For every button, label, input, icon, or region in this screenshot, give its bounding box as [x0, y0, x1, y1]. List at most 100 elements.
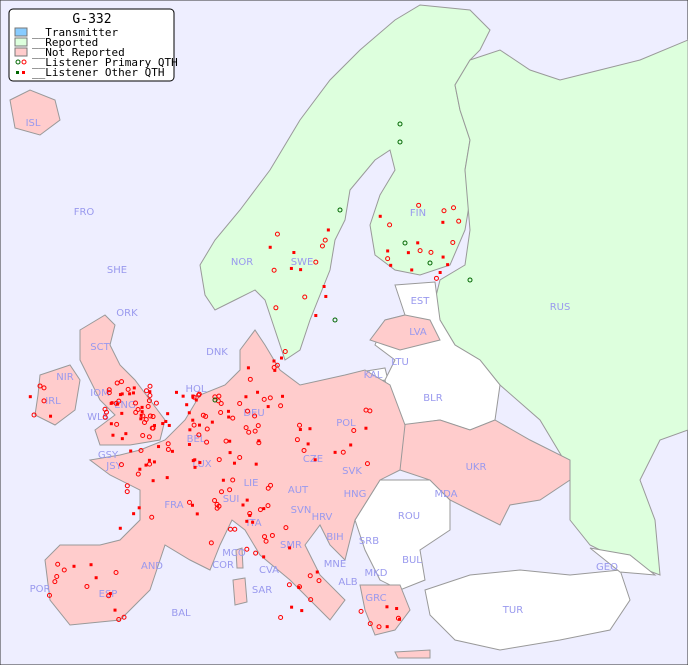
listener-primary-marker	[230, 477, 236, 483]
listener-other-marker	[198, 461, 202, 465]
legend-title: G-332	[72, 12, 111, 27]
listener-primary-marker	[84, 583, 90, 589]
country-label-ltu: LTU	[391, 357, 409, 368]
listener-other-marker	[148, 390, 152, 394]
country-label-iom: IOM	[90, 388, 109, 399]
country-label-isl: ISL	[26, 118, 41, 129]
country-label-sct: SCT	[90, 342, 110, 353]
legend-primary-green-icon	[15, 59, 21, 65]
listener-primary-marker	[41, 385, 47, 391]
listener-primary-marker	[451, 205, 457, 211]
listener-primary-marker	[145, 403, 151, 409]
listener-other-marker	[144, 463, 148, 467]
legend-label-not-reported: __Not Reported	[32, 46, 125, 59]
listener-primary-marker	[113, 570, 119, 576]
listener-other-marker	[416, 241, 420, 245]
listener-primary-marker	[274, 231, 280, 237]
listener-primary-marker	[255, 423, 261, 429]
country-label-bih: BIH	[326, 532, 343, 543]
listener-other-marker	[299, 268, 303, 272]
listener-primary-marker	[271, 365, 277, 371]
listener-primary-marker	[218, 400, 224, 406]
listener-primary-marker	[114, 421, 120, 427]
country-label-cva: CVA	[259, 565, 279, 576]
listener-primary-marker-green	[402, 240, 408, 246]
listener-other-marker	[140, 405, 144, 409]
listener-primary-marker	[322, 237, 328, 243]
listener-primary-marker	[200, 412, 206, 418]
listener-other-marker	[389, 263, 393, 267]
listener-other-marker	[137, 506, 141, 510]
legend-label-reported: __Reported	[32, 36, 98, 49]
listener-primary-marker	[271, 267, 277, 273]
listener-other-marker	[190, 503, 194, 507]
legend-label-transmitter: __Transmitter	[32, 26, 118, 39]
listener-primary-marker	[196, 392, 202, 398]
listener-primary-marker	[387, 222, 393, 228]
country-label-wls: WLS	[87, 412, 109, 423]
listener-primary-marker	[147, 392, 153, 398]
listener-primary-marker	[268, 482, 274, 488]
listener-primary-marker	[274, 362, 280, 368]
country-label-cor: COR	[212, 560, 234, 571]
listener-primary-marker	[428, 249, 434, 255]
listener-primary-marker	[385, 256, 391, 262]
listener-primary-marker	[106, 390, 112, 396]
region-latvia	[369, 314, 441, 351]
listener-other-marker	[281, 394, 285, 398]
listener-primary-marker-green	[212, 397, 218, 403]
listener-other-marker	[49, 414, 53, 418]
listener-primary-marker	[364, 461, 370, 467]
listener-other-marker	[170, 449, 174, 453]
listener-primary-marker	[54, 574, 60, 580]
listener-other-marker	[120, 411, 124, 415]
listener-primary-marker	[121, 614, 127, 620]
listener-other-marker	[197, 423, 201, 427]
listener-other-marker	[165, 476, 169, 480]
listener-other-marker	[241, 503, 245, 507]
listener-other-marker	[272, 359, 276, 363]
country-label-bel: BEL	[187, 434, 206, 445]
listener-primary-marker	[218, 409, 224, 415]
country-label-swe: SWE	[291, 257, 314, 268]
listener-other-marker	[89, 563, 93, 567]
listener-primary-marker	[135, 406, 141, 412]
listener-primary-marker	[138, 448, 144, 454]
listener-other-marker	[113, 608, 117, 612]
listener-other-marker	[228, 439, 232, 443]
listener-other-marker	[256, 390, 260, 394]
listener-primary-marker	[106, 387, 112, 393]
listener-other-marker	[254, 462, 258, 466]
listener-primary-marker	[165, 446, 171, 452]
country-label-deu: DEU	[243, 408, 264, 419]
country-label-rou: ROU	[398, 511, 420, 522]
listener-other-marker	[313, 458, 317, 462]
listener-other-marker	[166, 412, 170, 416]
listener-other-marker	[398, 617, 402, 621]
listener-other-marker	[290, 605, 294, 609]
listener-primary-marker	[450, 239, 456, 245]
listener-primary-marker	[216, 457, 222, 463]
listener-primary-marker	[116, 398, 122, 404]
listener-other-marker	[120, 392, 124, 396]
listener-primary-marker	[146, 434, 152, 440]
listener-primary-marker	[147, 383, 153, 389]
listener-other-marker	[262, 507, 266, 511]
listener-other-marker	[188, 428, 192, 432]
listener-other-marker	[298, 428, 302, 432]
listener-primary-marker	[147, 461, 153, 467]
listener-other-marker	[118, 526, 122, 530]
listener-primary-marker	[114, 380, 120, 386]
listener-other-marker	[438, 271, 442, 275]
listener-other-marker	[378, 214, 382, 218]
listener-primary-marker-green	[332, 317, 338, 323]
country-label-mco: MCO	[222, 548, 246, 559]
legend-other-green-icon	[16, 71, 19, 74]
region-corsica	[235, 547, 244, 569]
listener-other-marker	[131, 391, 135, 395]
listener-other-marker	[195, 512, 199, 516]
listener-primary-marker	[219, 489, 225, 495]
listener-primary-marker	[433, 275, 439, 281]
listener-primary-marker	[261, 396, 267, 402]
listener-other-marker	[273, 368, 277, 372]
